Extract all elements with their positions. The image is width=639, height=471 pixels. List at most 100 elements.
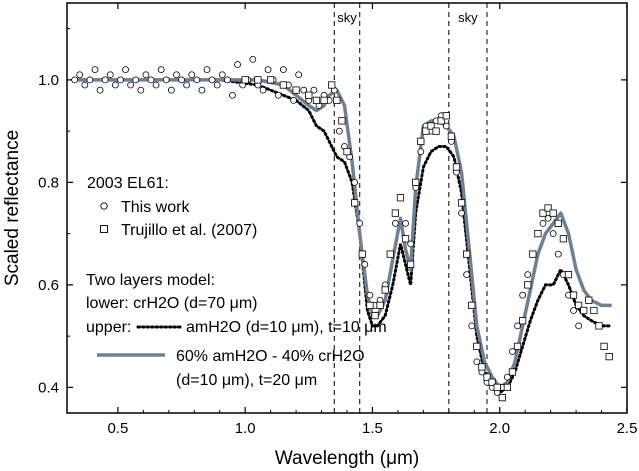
legend-square-marker-icon	[100, 225, 108, 233]
model-dotted-line	[73, 78, 614, 395]
this-work-point	[147, 76, 155, 84]
this-work-point	[71, 76, 79, 84]
this-work-point	[575, 322, 583, 330]
legend-mix-line2: (d=10 μm), t=20 μm	[176, 372, 317, 389]
this-work-point	[549, 230, 557, 238]
this-work-point	[290, 96, 297, 104]
this-work-point	[229, 91, 236, 99]
this-work-point	[198, 86, 206, 94]
trujillo-point	[254, 76, 262, 84]
trujillo-point	[468, 301, 476, 309]
trujillo-point	[457, 199, 466, 207]
this-work-point	[539, 219, 547, 227]
trujillo-point	[343, 148, 351, 156]
sky-band-2-label: sky	[458, 10, 478, 25]
trujillo-point	[442, 112, 450, 120]
x-tick-label: 2.5	[617, 420, 638, 437]
trujillo-point	[539, 209, 547, 217]
this-work-point	[519, 291, 527, 299]
axis-ticks: 0.5 1.0 1.5 2.0 2.5 0.4 0.6 0.8 1.0	[38, 3, 637, 437]
this-work-point	[310, 86, 318, 94]
this-work-point	[361, 260, 369, 268]
this-work-point	[407, 240, 415, 248]
trujillo-point	[559, 235, 567, 243]
legend-object-name: 2003 EL61:	[87, 175, 169, 192]
trujillo-point	[452, 163, 461, 171]
trujillo-point	[412, 178, 420, 186]
trujillo-point	[549, 209, 557, 217]
this-work-point	[183, 81, 191, 89]
this-work-point	[391, 219, 399, 227]
this-work-point	[137, 86, 145, 94]
data-series	[71, 55, 614, 402]
this-work-point	[173, 71, 180, 79]
this-work-point	[356, 219, 364, 227]
this-work-point	[91, 66, 99, 74]
trujillo-point	[503, 383, 511, 391]
this-work-point	[117, 76, 124, 84]
this-work-point	[503, 373, 511, 381]
this-work-point	[127, 81, 135, 89]
x-tick-label: 1.0	[235, 420, 256, 437]
this-work-point	[81, 81, 89, 89]
trujillo-point	[328, 81, 336, 89]
trujillo-point	[498, 394, 506, 402]
trujillo-point	[371, 312, 379, 320]
trujillo-point	[437, 117, 445, 125]
this-work-point	[442, 122, 450, 130]
legend-mix-line1: 60% amH2O - 40% crH2O	[176, 348, 365, 365]
this-work-point	[208, 76, 216, 84]
this-work-point	[295, 71, 303, 79]
trujillo-point	[463, 250, 471, 258]
this-work-point	[514, 322, 521, 330]
trujillo-point	[351, 199, 359, 207]
legend-upper-prefix: upper:	[86, 319, 131, 336]
trujillo-point	[554, 219, 562, 227]
trujillo-point	[417, 137, 425, 145]
x-axis-title: Wavelength (μm)	[275, 448, 419, 469]
this-work-point	[468, 322, 476, 330]
trujillo-point	[292, 86, 300, 94]
this-work-point	[203, 66, 211, 74]
this-work-point	[76, 71, 84, 79]
trujillo-point	[381, 286, 389, 294]
legend-model-title: Two layers model:	[86, 272, 215, 289]
legend-circle-marker-icon	[100, 202, 108, 210]
trujillo-point	[605, 353, 613, 361]
this-work-point	[274, 91, 282, 99]
trujillo-point	[544, 204, 552, 212]
trujillo-point	[529, 250, 537, 258]
this-work-point	[473, 358, 481, 366]
trujillo-point	[401, 235, 410, 243]
trujillo-point	[493, 383, 501, 391]
trujillo-point	[267, 76, 275, 84]
this-work-point	[554, 250, 562, 258]
y-tick-label: 0.8	[38, 174, 59, 191]
trujillo-point	[338, 117, 346, 125]
trujillo-point	[534, 230, 542, 238]
trujillo-point	[407, 260, 415, 268]
trujillo-point	[513, 342, 522, 350]
trujillo-point	[376, 301, 384, 309]
x-tick-label: 2.0	[489, 420, 510, 437]
this-work-point	[122, 66, 129, 74]
trujillo-point	[358, 250, 366, 258]
this-work-point	[570, 307, 577, 314]
sky-band-1-label: sky	[337, 10, 357, 25]
sky-bands: sky sky	[333, 3, 488, 413]
this-work-point	[458, 209, 465, 217]
trujillo-point	[600, 342, 608, 350]
trujillo-point	[483, 373, 491, 381]
trujillo-point	[595, 322, 603, 330]
this-work-point	[111, 81, 119, 89]
this-work-point	[249, 55, 257, 63]
x-tick-label: 0.5	[107, 420, 128, 437]
trujillo-point	[519, 317, 527, 325]
this-work-point	[218, 71, 226, 79]
this-work-point	[86, 76, 94, 84]
y-axis-title: Scaled reflectance	[2, 130, 23, 286]
this-work-point	[234, 61, 241, 68]
trujillo-point	[333, 96, 341, 104]
this-work-point	[259, 86, 267, 94]
